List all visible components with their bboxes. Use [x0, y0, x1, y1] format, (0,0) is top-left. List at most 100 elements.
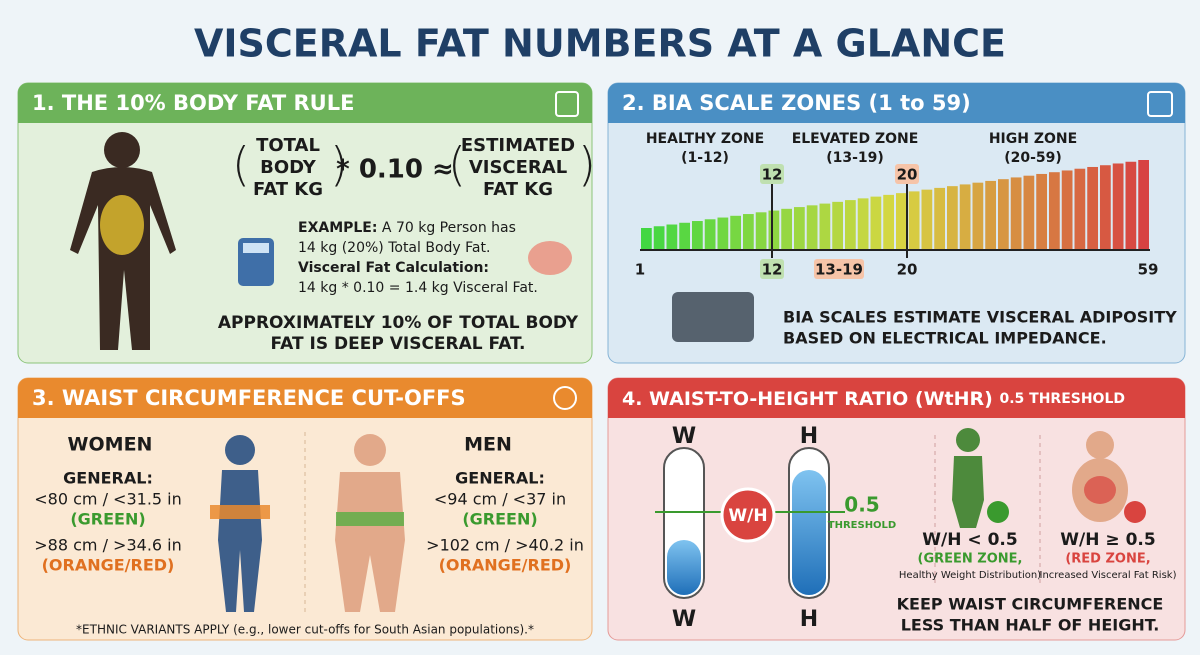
scale-bar	[908, 191, 920, 250]
scale-bar	[743, 214, 754, 250]
bad-ratio: W/H ≥ 0.5	[1060, 530, 1155, 550]
decoration: W H W H W/H 0.5 THRESHOLD W/H < 0.5 (GRE…	[672, 424, 1177, 635]
tube-label: W	[672, 424, 696, 449]
decoration	[354, 434, 386, 466]
scale-bar	[845, 200, 856, 250]
formula-left: FAT KG	[253, 179, 323, 200]
decoration: (	[232, 138, 250, 192]
scale-bar	[921, 189, 933, 250]
formula-left: TOTAL	[256, 135, 320, 156]
scale-bar	[1023, 175, 1035, 250]
zone-range: (20-59)	[1004, 150, 1062, 166]
cutoff-low: <94 cm / <37 in	[434, 490, 566, 509]
threshold-label: THRESHOLD	[828, 520, 896, 531]
scale-label: 20	[897, 261, 918, 279]
scale-bar	[1087, 166, 1098, 250]
scale-bar	[998, 179, 1009, 250]
example-line: 14 kg * 0.10 = 1.4 kg Visceral Fat.	[298, 280, 538, 296]
decoration	[1147, 91, 1173, 117]
scale-bar	[653, 226, 665, 250]
scale-bar	[1061, 170, 1073, 250]
zone-name: ELEVATED ZONE	[792, 131, 919, 147]
decoration: )	[330, 138, 348, 192]
scale-bar	[692, 221, 703, 250]
scale-label: 59	[1138, 261, 1159, 279]
zone-range: (1-12)	[681, 150, 729, 166]
decoration	[956, 428, 980, 452]
tube-label: H	[800, 607, 818, 632]
good-desc: Healthy Weight Distribution)	[899, 570, 1041, 581]
decoration	[952, 456, 984, 528]
decoration	[760, 259, 784, 279]
scale-bar	[959, 184, 971, 250]
decoration	[553, 386, 577, 410]
scale-bar	[1010, 177, 1022, 250]
cutoff-high: >102 cm / >40.2 in	[426, 536, 584, 555]
scale-bar	[1125, 161, 1137, 250]
decoration	[18, 378, 592, 418]
decoration	[608, 83, 1185, 123]
example-line: Visceral Fat Calculation:	[298, 260, 489, 276]
scale-bar	[934, 187, 945, 250]
decoration: EXAMPLE: A 70 kg Person has 14 kg (20%) …	[298, 220, 538, 296]
scale-bar	[1074, 168, 1086, 250]
decoration	[641, 160, 1149, 250]
caption: BASED ON ELECTRICAL IMPEDANCE.	[783, 329, 1107, 348]
decoration	[1084, 476, 1116, 504]
decoration	[555, 91, 579, 117]
decoration: () ()	[232, 138, 596, 192]
good-zone: (GREEN ZONE,	[918, 552, 1023, 567]
zone-label: (ORANGE/RED)	[42, 556, 175, 575]
decoration	[792, 470, 826, 595]
decoration	[895, 164, 919, 184]
panel-heading: 4. WAIST-TO-HEIGHT RATIO (WtHR)	[622, 388, 993, 410]
scale-label: 12	[762, 261, 783, 279]
caption: KEEP WAIST CIRCUMFERENCE	[897, 595, 1164, 614]
scale-bar	[1138, 160, 1149, 250]
decoration: HEALTHY ZONE (1-12) ELEVATED ZONE (13-19…	[646, 131, 1077, 166]
top-marker: 20	[897, 166, 918, 184]
scale-bar	[730, 215, 741, 250]
scale-bar	[985, 180, 996, 250]
scale-label: 1	[635, 261, 645, 279]
decoration: WOMEN GENERAL: <80 cm / <31.5 in (GREEN)…	[34, 434, 584, 637]
general-label: GENERAL:	[63, 469, 153, 488]
footnote: *ETHNIC VARIANTS APPLY (e.g., lower cut-…	[76, 623, 534, 637]
decoration	[672, 292, 754, 342]
decoration	[608, 378, 1185, 418]
note: APPROXIMATELY 10% OF TOTAL BODY	[218, 313, 579, 333]
scale-bar	[832, 201, 843, 250]
zone-name: HEALTHY ZONE	[646, 131, 764, 147]
decoration	[1124, 501, 1146, 523]
bad-desc: Increased Visceral Fat Risk)	[1040, 570, 1177, 581]
decoration: 4. WAIST-TO-HEIGHT RATIO (WtHR) 0.5 THRE…	[622, 388, 1125, 410]
note: FAT IS DEEP VISCERAL FAT.	[271, 334, 526, 354]
formula-operator: * 0.10 ≈	[336, 155, 454, 185]
caption: BIA SCALES ESTIMATE VISCERAL ADIPOSITY	[783, 308, 1177, 327]
cutoff-high: >88 cm / >34.6 in	[34, 536, 182, 555]
zone-name: HIGH ZONE	[989, 131, 1077, 147]
decoration	[1086, 431, 1114, 459]
decoration	[210, 505, 270, 519]
scale-bar	[768, 210, 780, 250]
decoration	[335, 472, 405, 612]
scale-bar	[781, 208, 792, 250]
decoration: TOTAL BODY FAT KG * 0.10 ≈ ESTIMATED VIS…	[253, 135, 575, 200]
scale-bar	[1100, 165, 1111, 250]
scale-bar	[755, 212, 767, 250]
scale-bar	[641, 228, 652, 250]
decoration	[18, 83, 592, 123]
zone-label: (ORANGE/RED)	[439, 556, 572, 575]
formula-right: ESTIMATED	[461, 135, 575, 156]
scale-bar	[857, 198, 869, 250]
zone-label: (GREEN)	[462, 510, 537, 529]
decoration: EXAMPLE: A 70 kg Person has	[298, 220, 516, 236]
decoration	[243, 243, 269, 253]
decoration	[336, 512, 404, 526]
scale-bar	[819, 203, 831, 250]
scale-bar	[794, 207, 805, 250]
scale-bar	[947, 186, 958, 250]
decoration	[987, 501, 1009, 523]
top-marker: 12	[762, 166, 783, 184]
title: VISCERAL FAT NUMBERS AT A GLANCE	[194, 22, 1006, 66]
